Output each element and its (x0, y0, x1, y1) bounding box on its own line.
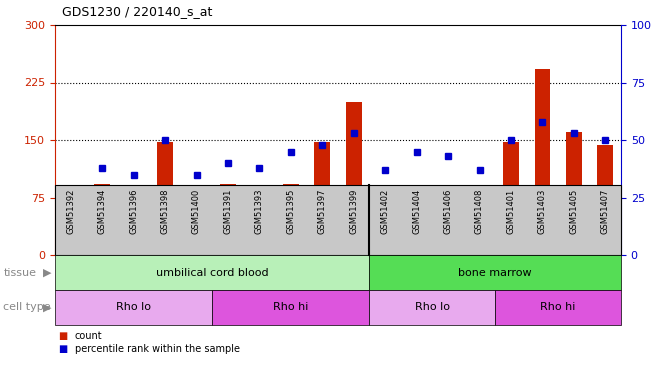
Text: Rho lo: Rho lo (415, 303, 450, 312)
Bar (94, 184, 110, 255)
Text: GSM51405: GSM51405 (570, 189, 578, 234)
Bar (378, 196, 393, 255)
Text: GSM51392: GSM51392 (66, 189, 76, 234)
Text: GDS1230 / 220140_s_at: GDS1230 / 220140_s_at (61, 5, 212, 18)
Text: ■: ■ (58, 344, 68, 354)
Bar (126, 191, 141, 255)
Bar (471, 196, 488, 255)
Text: tissue: tissue (3, 267, 36, 278)
Text: ▶: ▶ (43, 303, 51, 312)
Text: percentile rank within the sample: percentile rank within the sample (74, 344, 240, 354)
Bar (409, 188, 424, 255)
Text: umbilical cord blood: umbilical cord blood (156, 267, 268, 278)
Bar (283, 184, 299, 255)
Text: GSM51406: GSM51406 (443, 189, 452, 234)
Text: GSM51396: GSM51396 (129, 189, 138, 234)
Bar (440, 188, 456, 255)
Text: GSM51401: GSM51401 (506, 189, 516, 234)
Text: GSM51404: GSM51404 (412, 189, 421, 234)
Text: GSM51398: GSM51398 (161, 189, 169, 234)
Bar (314, 142, 330, 255)
Bar (534, 69, 550, 255)
Bar (346, 102, 361, 255)
Bar (251, 196, 268, 255)
Text: GSM51407: GSM51407 (601, 189, 610, 234)
Text: GSM51394: GSM51394 (98, 189, 107, 234)
Text: ■: ■ (58, 331, 68, 340)
Text: Rho hi: Rho hi (273, 303, 309, 312)
Text: Rho hi: Rho hi (540, 303, 575, 312)
Text: Rho lo: Rho lo (116, 303, 151, 312)
Text: GSM51402: GSM51402 (381, 189, 390, 234)
Text: ▶: ▶ (43, 267, 51, 278)
Text: GSM51391: GSM51391 (223, 189, 232, 234)
Text: GSM51403: GSM51403 (538, 189, 547, 234)
Text: bone marrow: bone marrow (458, 267, 532, 278)
Text: count: count (74, 331, 102, 340)
Text: cell type: cell type (3, 303, 51, 312)
Bar (63, 197, 79, 255)
Bar (189, 191, 204, 255)
Text: GSM51408: GSM51408 (475, 189, 484, 234)
Bar (220, 184, 236, 255)
Text: GSM51393: GSM51393 (255, 189, 264, 234)
Text: GSM51399: GSM51399 (349, 189, 358, 234)
Bar (598, 146, 613, 255)
Text: GSM51395: GSM51395 (286, 189, 296, 234)
Bar (566, 132, 582, 255)
Bar (503, 142, 519, 255)
Text: GSM51397: GSM51397 (318, 189, 327, 234)
Bar (157, 142, 173, 255)
Text: GSM51400: GSM51400 (192, 189, 201, 234)
